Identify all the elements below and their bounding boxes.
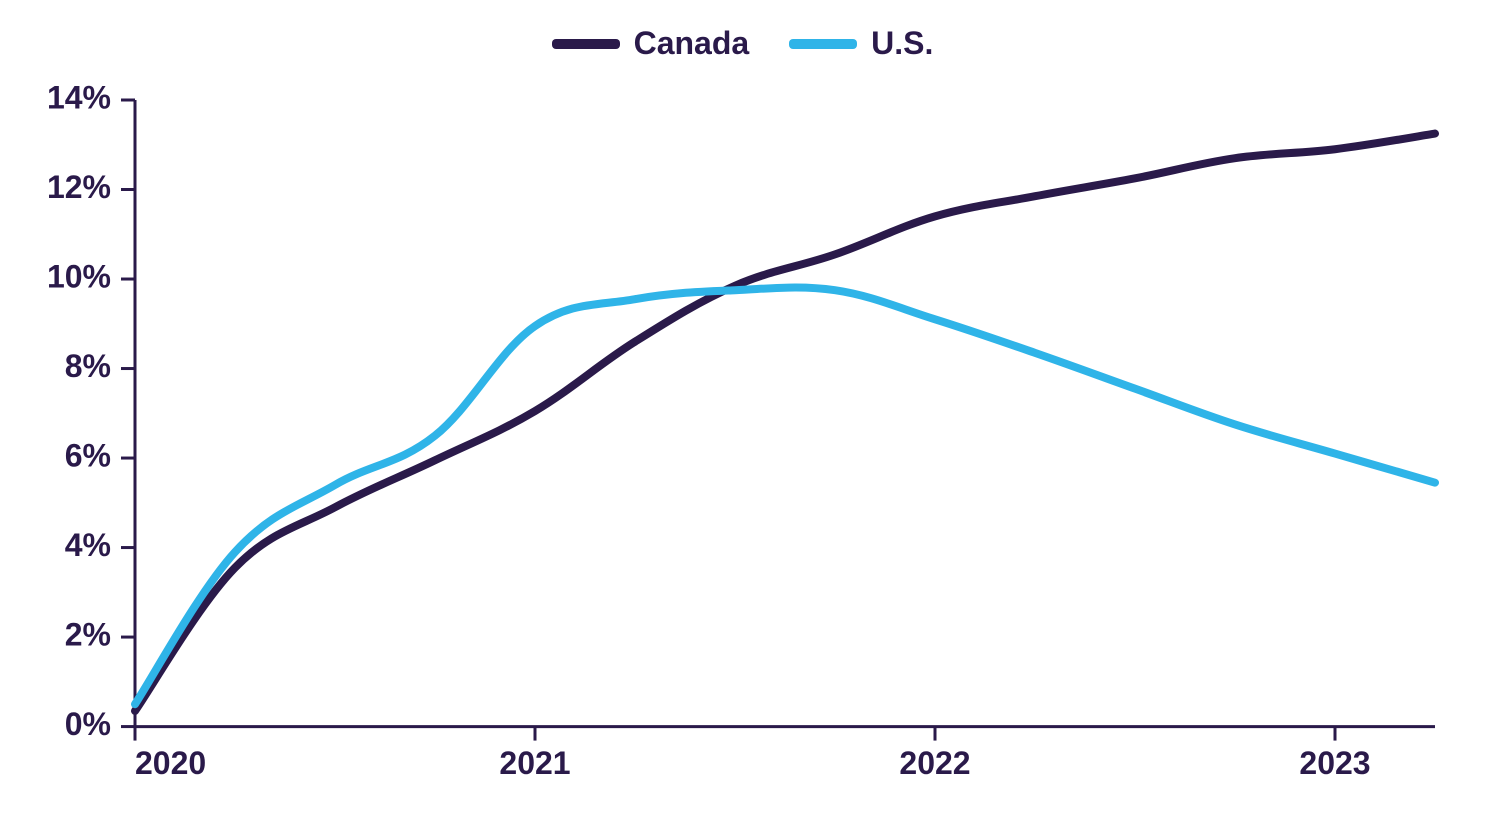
x-tick-label: 2020 [135,745,206,781]
y-tick-label: 14% [47,79,111,115]
y-tick-label: 12% [47,169,111,205]
x-tick-label: 2021 [499,745,570,781]
y-tick-label: 0% [65,706,111,742]
series-line-u-s- [135,287,1435,704]
chart-svg: 0% 2% 4% 6% 8% 10% 12% 14% 2020 2021 2022 2023 [0,0,1485,825]
y-tick-label: 2% [65,617,111,653]
x-tick-label: 2023 [1299,745,1370,781]
y-tick-label: 6% [65,437,111,473]
y-tick-label: 8% [65,348,111,384]
y-tick-label: 10% [47,258,111,294]
line-chart: Canada U.S. 0%2%4%6%8%10%12%14%202020212… [0,0,1485,825]
x-tick-label: 2022 [899,745,970,781]
y-tick-label: 4% [65,527,111,563]
